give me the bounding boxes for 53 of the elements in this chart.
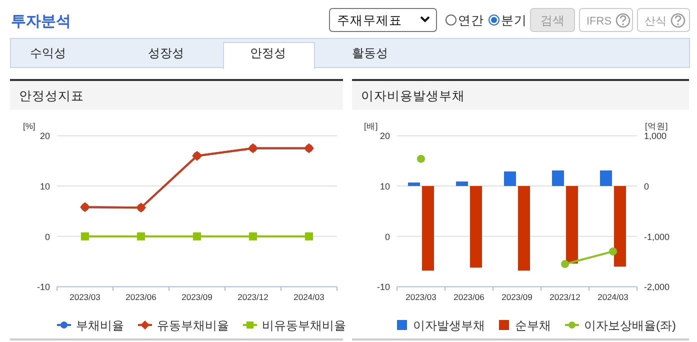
bar [600,170,612,186]
point [417,154,425,163]
bar [614,186,626,267]
bar [422,186,434,271]
tabs: 수익성 성장성 안정성 활동성 [10,38,690,69]
bar [504,171,516,186]
point [305,232,313,240]
x-tick-label: 2024/03 [598,292,629,302]
y-tick-label: 0 [44,232,50,242]
legend-label: 순부채 [515,318,551,332]
y-axis-title: [%] [23,121,36,131]
y-tick-label: -10 [376,282,390,292]
legend-label: 유동부채비율 [157,318,229,332]
y2-axis-title: [억원] [645,121,668,131]
legend-label: 비유동부채비율 [262,318,346,332]
point [81,232,89,240]
y2-tick-label: 0 [644,182,650,192]
x-tick-label: 2023/09 [182,292,213,302]
y-axis-title: [배] [364,121,378,131]
x-tick-label: 2023/09 [502,292,533,302]
legend-label: 이자발생부채 [413,318,485,332]
y-tick-label: 0 [384,232,390,242]
point [609,247,617,256]
legend-label: 이자보상배율(좌) [584,318,676,332]
x-tick-label: 2023/03 [70,292,101,302]
point [193,232,201,240]
x-tick-label: 2023/06 [454,292,485,302]
x-tick-label: 2023/06 [126,292,157,302]
bar [518,186,530,271]
y-tick-label: -10 [36,282,50,292]
page-header: 투자분석 주재무제표 연간 분기 검색 IFRS 산식 [11,8,690,32]
y-tick-label: 20 [380,131,390,142]
y2-tick-label: 1,000 [644,131,667,142]
bar [566,186,578,264]
bar [552,170,564,186]
x-tick-label: 2023/12 [550,292,581,302]
point [561,260,569,268]
y-tick-label: 20 [40,131,50,142]
chart-title: 이자비용발생부채 [361,89,465,103]
x-tick-label: 2024/03 [294,292,325,302]
y-tick-label: 10 [380,182,390,192]
y2-tick-label: -1,000 [644,232,670,242]
x-tick-label: 2023/12 [238,292,269,302]
bar [456,182,468,186]
y2-tick-label: -2,000 [644,282,670,292]
chart-title: 안정성지표 [19,89,84,103]
point [249,232,257,240]
x-tick-label: 2023/03 [406,292,437,302]
legend-label: 부채비율 [76,318,124,332]
bar [408,182,420,186]
bar [470,186,482,268]
y-tick-label: 10 [40,182,50,192]
point [137,232,145,240]
